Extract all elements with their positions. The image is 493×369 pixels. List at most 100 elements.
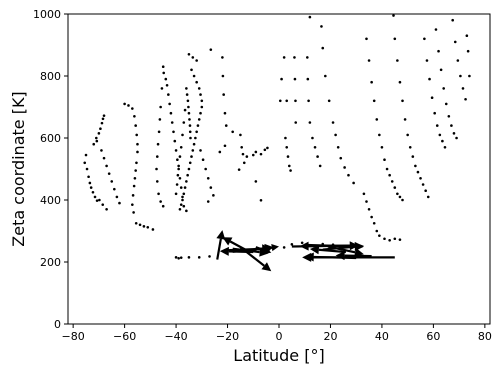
data-point (187, 105, 190, 109)
data-point (459, 74, 462, 78)
data-point (383, 158, 386, 161)
data-point (132, 184, 136, 188)
x-tick-label: −20 (216, 330, 239, 343)
data-point (155, 167, 158, 171)
data-point (306, 56, 309, 59)
x-tick-label: 80 (478, 330, 492, 343)
data-point (191, 56, 195, 59)
data-point (263, 148, 267, 152)
data-point (187, 111, 191, 115)
data-point (102, 114, 106, 117)
data-point (99, 127, 102, 130)
data-point (434, 28, 438, 31)
data-point (115, 195, 119, 199)
data-point (157, 192, 160, 196)
vector-arrow (228, 250, 254, 254)
vector-arrow (327, 245, 356, 254)
data-point (456, 59, 460, 62)
data-point (290, 243, 294, 246)
data-point (324, 74, 327, 78)
data-point (393, 37, 397, 41)
x-tick-label: 0 (276, 330, 283, 343)
data-point (398, 195, 402, 199)
data-point (383, 237, 386, 241)
data-point (208, 255, 211, 258)
data-point (251, 153, 255, 157)
data-point (336, 146, 340, 149)
data-point (278, 99, 282, 103)
data-point (127, 104, 130, 107)
data-point (452, 132, 456, 135)
data-point (318, 164, 322, 168)
data-point (254, 150, 258, 154)
x-tick-label: −60 (113, 330, 136, 343)
data-point (156, 142, 160, 146)
data-point (161, 204, 165, 208)
data-point (453, 40, 457, 44)
y-tick-label: 1000 (33, 8, 61, 21)
data-point (237, 168, 241, 171)
data-point (95, 136, 98, 140)
data-point (155, 155, 159, 158)
data-point (177, 164, 180, 168)
data-point (433, 111, 436, 115)
data-point (372, 99, 376, 103)
y-axis-ticks: 0 200 400 600 800 1000 (33, 8, 68, 331)
data-point (159, 200, 162, 203)
data-point (186, 99, 190, 103)
data-point (466, 49, 470, 53)
data-point (110, 180, 114, 183)
data-point (224, 124, 228, 127)
data-point (197, 118, 201, 121)
data-point (131, 203, 134, 206)
data-point (161, 65, 165, 68)
data-point (199, 149, 202, 152)
data-point (102, 156, 106, 160)
y-axis-label: Zeta coordinate [K] (9, 91, 28, 246)
data-point (403, 118, 407, 121)
data-point (223, 144, 227, 148)
data-point (285, 146, 289, 149)
data-point (308, 121, 312, 124)
data-point (334, 133, 337, 137)
data-point (392, 14, 395, 17)
data-point (450, 124, 453, 127)
data-point (401, 99, 404, 103)
data-point (138, 223, 142, 227)
data-point (134, 124, 137, 127)
data-point (160, 87, 164, 90)
data-point (85, 167, 89, 171)
data-point (131, 194, 135, 197)
data-point (200, 99, 204, 103)
vector-arrowhead (219, 246, 229, 256)
data-point (308, 15, 312, 19)
data-point (92, 142, 96, 146)
data-point (443, 146, 447, 149)
data-point (352, 181, 355, 185)
data-point (428, 77, 431, 81)
data-point (284, 136, 287, 140)
data-point (370, 215, 373, 219)
data-point (426, 195, 430, 199)
data-point (189, 136, 192, 140)
vector-arrowhead (271, 243, 279, 252)
data-point (343, 166, 346, 169)
data-point (289, 169, 292, 172)
data-point (179, 203, 183, 206)
data-point (365, 37, 368, 41)
data-point (435, 124, 439, 127)
data-point (107, 172, 111, 175)
data-point (134, 169, 137, 172)
data-point (134, 221, 138, 225)
data-point (87, 175, 90, 179)
data-point (221, 56, 224, 59)
data-point (142, 225, 146, 228)
data-point (97, 132, 101, 135)
data-point (339, 156, 343, 160)
data-point (159, 105, 162, 109)
data-point (455, 136, 458, 140)
data-point (178, 177, 182, 180)
data-point (157, 130, 161, 134)
